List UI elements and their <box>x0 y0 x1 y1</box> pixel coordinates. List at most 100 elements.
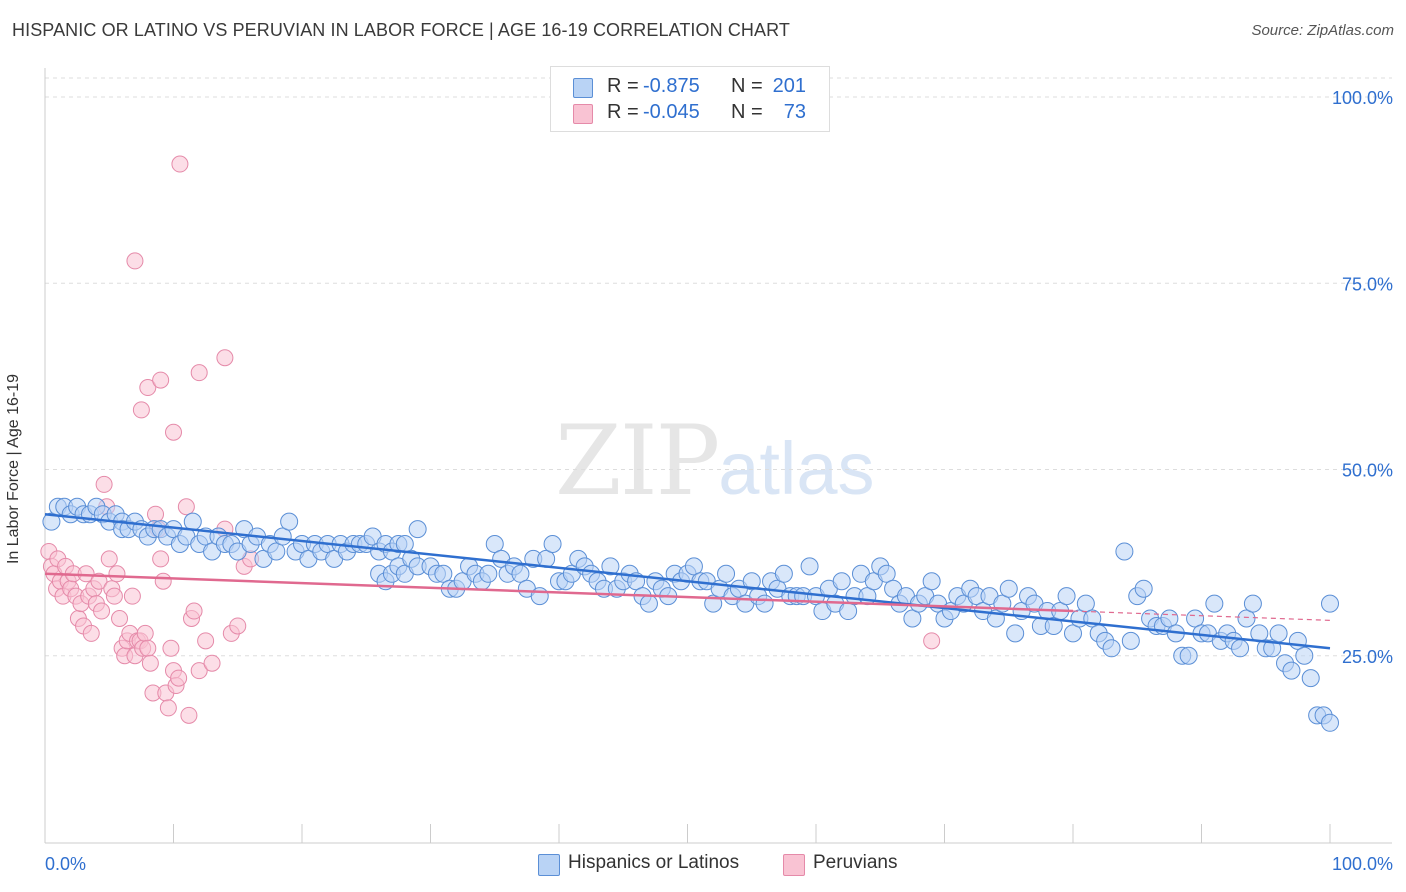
series-legend: Hispanics or Latinos Peruvians <box>0 852 1406 878</box>
peruvian-point <box>108 565 126 583</box>
legend-label: Hispanics or Latinos <box>568 852 740 873</box>
legend-swatch-pink <box>783 854 805 876</box>
hispanic-point <box>684 557 703 576</box>
peruvian-point <box>111 610 129 627</box>
hispanic-point <box>717 564 736 583</box>
peruvian-point <box>126 252 144 270</box>
peruvian-point <box>93 602 111 620</box>
hispanic-point <box>999 579 1018 598</box>
peruvian-point <box>171 155 189 173</box>
peruvian-trend-extension <box>1072 610 1331 621</box>
n-label: N = <box>731 101 763 123</box>
peruvian-point <box>923 632 941 650</box>
peruvian-point <box>152 550 170 568</box>
hispanic-point <box>1064 624 1082 643</box>
hispanic-point <box>877 564 896 583</box>
r-value: -0.875 <box>643 75 700 97</box>
x-tick-label-max: 100.0% <box>1332 854 1393 874</box>
hispanic-point <box>273 527 292 546</box>
hispanic-point <box>1321 594 1339 613</box>
peruvian-point <box>216 349 234 367</box>
watermark: ZIPatlas <box>555 405 875 517</box>
peruvian-point <box>203 654 221 672</box>
hispanic-point <box>1121 631 1140 650</box>
hispanic-point <box>183 512 202 531</box>
hispanic-point <box>755 594 774 613</box>
hispanic-point <box>530 587 549 606</box>
hispanic-point <box>1057 587 1076 606</box>
n-value: 201 <box>772 75 806 97</box>
hispanic-point <box>1186 609 1205 628</box>
legend-swatch-blue <box>538 854 560 876</box>
legend-swatch-pink <box>573 104 593 124</box>
peruvian-point <box>95 475 113 493</box>
peruvian-point <box>190 364 208 382</box>
hispanic-point <box>280 512 299 531</box>
peruvian-point <box>185 602 203 620</box>
x-tick-label-min: 0.0% <box>45 854 86 874</box>
peruvian-point <box>165 423 182 441</box>
legend-swatch-blue <box>573 78 593 98</box>
source-label: Source: ZipAtlas.com <box>1251 22 1394 39</box>
hispanic-point <box>1301 669 1320 688</box>
peruvian-point <box>141 654 159 672</box>
peruvian-point <box>90 572 108 590</box>
y-tick-label: 25.0% <box>1342 647 1393 667</box>
hispanic-point <box>1006 624 1025 643</box>
peruvian-point <box>139 379 157 397</box>
hispanic-point <box>1263 639 1282 658</box>
hispanic-point <box>479 564 498 583</box>
hispanic-point <box>1134 579 1153 598</box>
peruvian-point <box>190 662 208 680</box>
chart-title: HISPANIC OR LATINO VS PERUVIAN IN LABOR … <box>12 20 791 40</box>
correlation-legend: R = -0.875 N = 201 R = -0.045 N = 73 <box>550 66 830 132</box>
peruvian-point <box>82 624 100 642</box>
hispanic-point <box>543 535 562 553</box>
peruvian-point <box>197 632 215 650</box>
peruvian-point <box>123 587 141 605</box>
n-label: N = <box>731 75 763 97</box>
peruvian-point <box>159 699 177 717</box>
peruvian-point <box>132 401 150 419</box>
r-value: -0.045 <box>643 101 700 123</box>
hispanic-point <box>434 564 453 583</box>
peruvian-point <box>229 617 247 635</box>
hispanic-point <box>1282 661 1301 680</box>
hispanic-point <box>1321 713 1339 732</box>
peruvian-point <box>154 572 172 590</box>
y-tick-label: 75.0% <box>1342 274 1393 294</box>
peruvian-point <box>152 371 170 389</box>
hispanic-point <box>742 572 761 591</box>
peruvian-point <box>177 498 195 516</box>
y-axis-label-wrap: In Labor Force | Age 16-19 <box>5 340 38 580</box>
hispanic-point <box>800 557 819 576</box>
hispanic-point <box>1231 639 1250 658</box>
hispanic-point <box>1102 639 1121 658</box>
peruvian-point <box>105 587 123 605</box>
hispanic-point <box>1237 609 1256 628</box>
hispanic-point <box>1179 646 1198 665</box>
hispanic-point <box>267 542 286 561</box>
peruvian-point <box>162 639 180 657</box>
hispanic-point <box>1115 542 1134 561</box>
hispanic-point <box>511 564 530 583</box>
peruvian-point <box>100 550 118 568</box>
r-label: R = <box>607 75 639 97</box>
hispanic-point <box>903 609 922 628</box>
y-tick-label: 100.0% <box>1332 88 1393 108</box>
hispanic-trend-line <box>44 512 1331 650</box>
y-axis-label: In Labor Force | Age 16-19 <box>5 373 22 565</box>
peruvians-points <box>40 155 941 724</box>
legend-label: Peruvians <box>813 852 898 873</box>
watermark-zip: ZIP <box>555 405 720 517</box>
peruvian-point <box>170 669 188 687</box>
hispanic-point <box>832 572 851 591</box>
hispanic-point <box>601 557 620 576</box>
peruvian-trend-line <box>44 572 1074 613</box>
hispanics-points <box>42 497 1339 732</box>
hispanic-point <box>408 520 427 539</box>
hispanic-point <box>1295 646 1314 665</box>
hispanic-point <box>42 512 61 531</box>
hispanic-point <box>639 594 658 613</box>
